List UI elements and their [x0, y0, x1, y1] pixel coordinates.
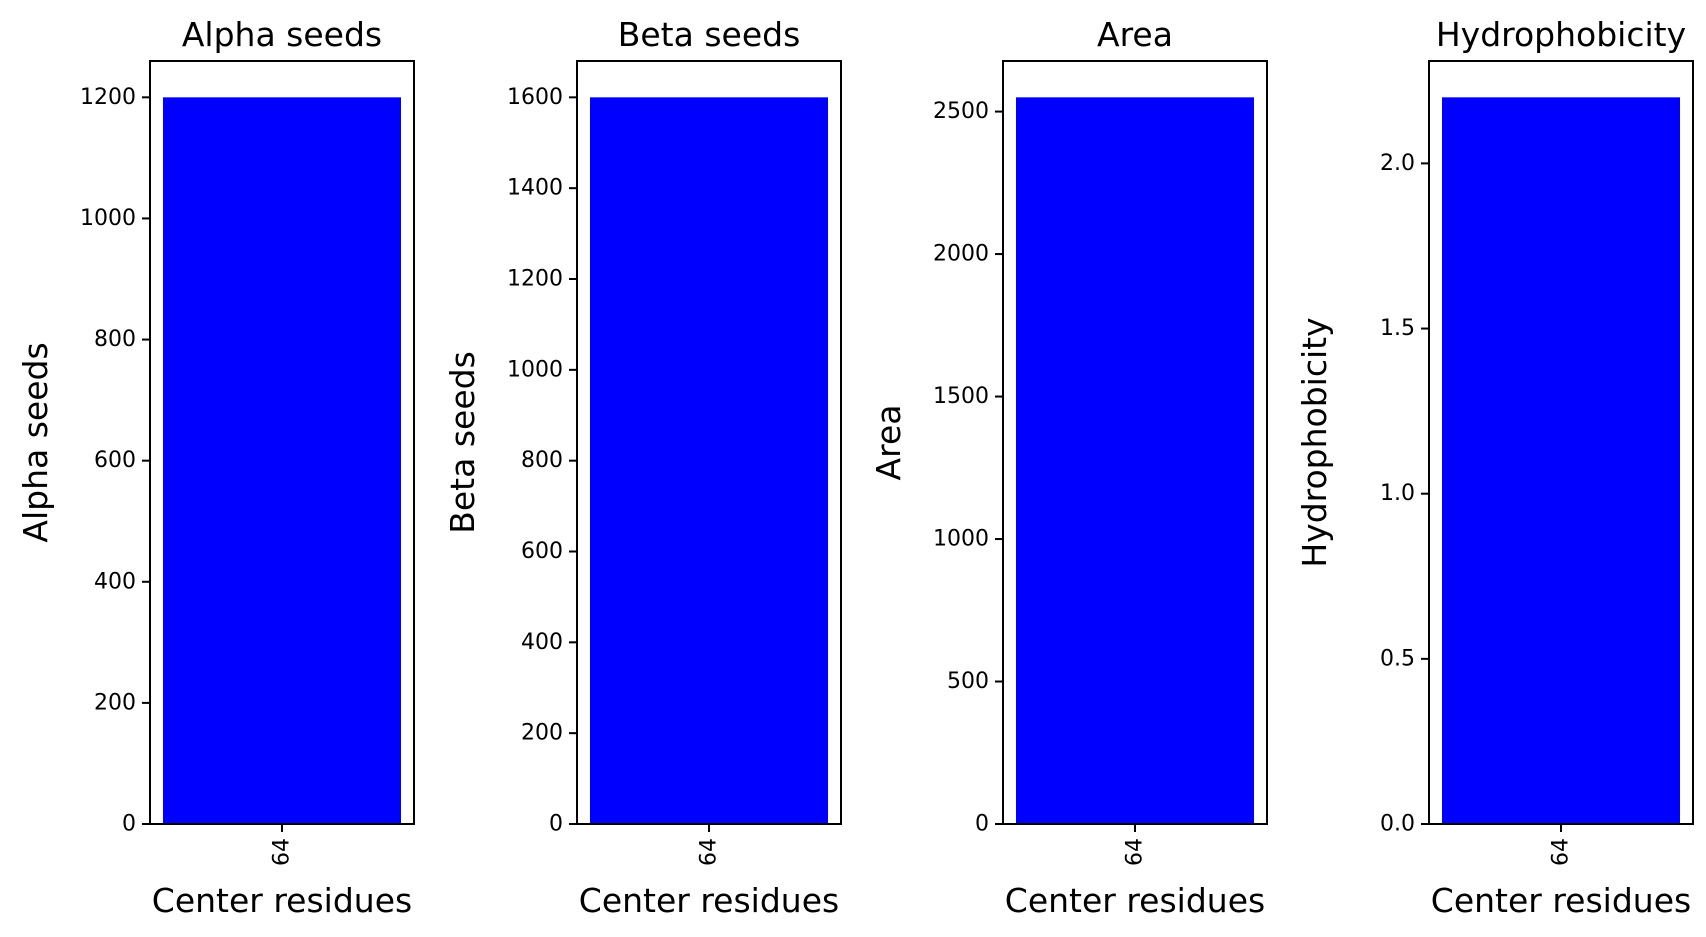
bar-64 [590, 97, 828, 825]
y-tick-label: 0.5 [1380, 646, 1415, 671]
y-tick-label: 0.0 [1380, 812, 1415, 837]
bar-64 [163, 97, 401, 825]
y-tick-label: 600 [94, 448, 136, 473]
y-tick-label: 2.0 [1380, 151, 1415, 176]
y-axis-label: Hydrophobicity [1295, 317, 1334, 567]
x-axis-label: Center residues [1005, 881, 1265, 920]
y-tick-label: 1200 [507, 267, 563, 292]
y-tick-label: 0 [122, 812, 136, 837]
y-tick-label: 1600 [507, 85, 563, 110]
y-tick-label: 800 [94, 327, 136, 352]
x-tick-label: 64 [697, 838, 722, 866]
y-axis-label: Area [869, 405, 908, 481]
y-tick-label: 200 [94, 690, 136, 715]
y-tick-label: 500 [947, 669, 989, 694]
y-tick-label: 1000 [933, 527, 989, 552]
y-tick-label: 2000 [933, 242, 989, 267]
y-tick-label: 0 [975, 812, 989, 837]
y-tick-label: 1200 [80, 85, 136, 110]
y-tick-label: 1400 [507, 176, 563, 201]
y-tick-label: 800 [521, 448, 563, 473]
y-tick-label: 600 [521, 539, 563, 564]
y-tick-label: 400 [94, 569, 136, 594]
chart-title: Alpha seeds [182, 15, 382, 54]
y-tick-label: 2500 [933, 99, 989, 124]
chart-title: Hydrophobicity [1436, 15, 1686, 54]
y-tick-label: 1.5 [1380, 316, 1415, 341]
chart-title: Area [1097, 15, 1173, 54]
y-tick-label: 0 [549, 812, 563, 837]
y-tick-label: 1.0 [1380, 481, 1415, 506]
y-tick-label: 200 [521, 721, 563, 746]
y-tick-label: 1000 [80, 206, 136, 231]
x-tick-label: 64 [1123, 838, 1148, 866]
y-axis-label: Alpha seeds [16, 342, 55, 542]
bar-64 [1016, 97, 1254, 825]
y-tick-label: 1000 [507, 357, 563, 382]
y-tick-label: 1500 [933, 384, 989, 409]
x-axis-label: Center residues [152, 881, 412, 920]
bar-64 [1442, 97, 1680, 825]
x-axis-label: Center residues [1431, 881, 1691, 920]
x-tick-label: 64 [270, 838, 295, 866]
x-axis-label: Center residues [579, 881, 839, 920]
y-axis-label: Beta seeds [443, 351, 482, 534]
x-tick-label: 64 [1549, 838, 1574, 866]
y-tick-label: 400 [521, 630, 563, 655]
chart-title: Beta seeds [618, 15, 801, 54]
